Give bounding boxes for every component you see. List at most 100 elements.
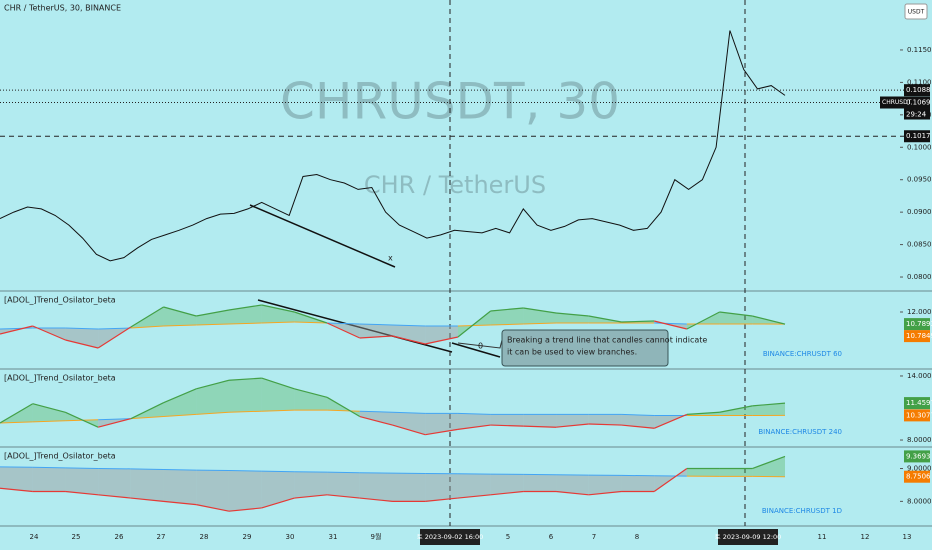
slow-line xyxy=(32,420,66,423)
indicator-source: BINANCE:CHRUSDT 60 xyxy=(763,350,842,358)
annotation-box xyxy=(501,329,669,367)
oscillator-fill xyxy=(163,469,197,505)
time-label: 8 xyxy=(635,533,639,541)
time-label: 27 xyxy=(157,533,166,541)
last-value-tag: 10.7849 xyxy=(906,332,932,340)
time-label: 24 xyxy=(30,533,39,541)
fast-line xyxy=(555,312,589,317)
oscillator-fill xyxy=(0,466,33,492)
fast-line xyxy=(261,377,295,390)
oscillator-fill xyxy=(588,475,622,495)
trend-lines xyxy=(249,204,501,358)
y-tick-label: 0.0800 xyxy=(907,273,932,281)
oscillator-fill xyxy=(556,414,589,428)
slow-line xyxy=(196,323,229,326)
y-tick-label: 0.0850 xyxy=(907,241,932,249)
time-label: 11 xyxy=(818,533,827,541)
fast-line xyxy=(196,309,230,317)
oscillator-fill xyxy=(65,467,99,495)
oscillator-fill xyxy=(98,468,131,499)
slow-line xyxy=(130,325,164,329)
time-label: 30 xyxy=(286,533,295,541)
last-value-tag: 9.3693 xyxy=(906,452,931,460)
time-label: 토 2023-09-02 16:00 xyxy=(417,533,484,541)
fast-line xyxy=(196,379,230,390)
annotation-line: Breaking a trend line that candles canno… xyxy=(507,336,707,345)
last-value-tag-bg xyxy=(904,450,930,463)
oscillator-fill xyxy=(327,472,360,499)
y-tick-label: 8.0000 xyxy=(907,497,932,505)
slow-line xyxy=(32,466,66,469)
slow-line xyxy=(130,468,164,471)
slow-line xyxy=(228,322,262,325)
last-value-tag: 8.7506 xyxy=(906,473,931,481)
time-label: 13 xyxy=(903,533,912,541)
currency-button[interactable] xyxy=(904,3,928,20)
slow-line xyxy=(196,411,229,415)
slow-line xyxy=(327,322,360,325)
fast-line xyxy=(621,424,655,429)
slow-line xyxy=(457,412,491,415)
oscillator-fill xyxy=(294,388,328,411)
drawing-marker: x xyxy=(388,254,393,263)
fast-line xyxy=(752,402,786,407)
slow-line xyxy=(130,416,164,420)
price-tag-bg xyxy=(904,96,930,109)
fast-line xyxy=(130,497,164,502)
oscillator-fill xyxy=(294,471,328,499)
price-line xyxy=(0,30,786,262)
oscillator-fill xyxy=(163,307,197,326)
fast-line xyxy=(294,388,328,398)
slow-line xyxy=(65,327,99,330)
y-tick-label: 0.0950 xyxy=(907,176,932,184)
oscillator-fill xyxy=(228,378,262,413)
slow-line xyxy=(0,421,33,424)
oscillator-fill xyxy=(457,311,491,337)
oscillator-fill xyxy=(392,325,426,344)
slow-line xyxy=(228,410,262,413)
oscillator-fill xyxy=(261,305,295,323)
y-tick-label: 0.1000 xyxy=(907,143,932,151)
last-value-tag-bg xyxy=(904,330,930,343)
oscillator-fill xyxy=(523,474,557,492)
fast-line xyxy=(653,468,688,492)
last-value-tag-bg xyxy=(904,318,930,331)
time-highlight-bg xyxy=(420,529,480,545)
fast-line xyxy=(0,487,33,493)
fast-line xyxy=(392,335,426,345)
y-tick-label: 8.0000 xyxy=(907,436,932,444)
fast-line xyxy=(130,402,164,420)
annotation-marker: 0 xyxy=(478,342,483,351)
fast-line xyxy=(163,500,197,506)
oscillator-fill xyxy=(392,412,426,435)
oscillator-fill xyxy=(196,310,229,325)
fast-line xyxy=(163,388,197,404)
price-tag: 0.1069 xyxy=(906,99,931,107)
oscillator-fill xyxy=(490,474,524,495)
oscillator-fill xyxy=(163,388,197,417)
oscillator-fill xyxy=(719,312,753,324)
indicator-source: BINANCE:CHRUSDT 240 xyxy=(758,428,842,436)
fast-line xyxy=(228,507,262,512)
slow-line xyxy=(65,467,99,470)
symbol-tag-bg xyxy=(880,96,904,109)
oscillator-fill xyxy=(130,468,164,502)
indicator-source: BINANCE:CHRUSDT 1D xyxy=(762,507,842,515)
fast-line xyxy=(0,325,33,335)
y-tick-label: 14.0000 xyxy=(907,372,932,380)
slow-line xyxy=(327,409,360,412)
fast-line xyxy=(752,455,786,470)
fast-line xyxy=(523,307,557,314)
oscillator-fill xyxy=(65,328,99,348)
fast-line xyxy=(457,424,491,430)
countdown-bg xyxy=(904,108,930,120)
countdown: 29:24 xyxy=(906,111,927,119)
fast-line xyxy=(97,418,131,428)
currency-label[interactable]: USDT xyxy=(908,9,925,16)
oscillator-fill xyxy=(490,414,524,427)
slow-line xyxy=(457,324,491,327)
slow-line xyxy=(359,410,393,413)
fast-line xyxy=(261,304,295,313)
fast-line xyxy=(752,315,786,325)
